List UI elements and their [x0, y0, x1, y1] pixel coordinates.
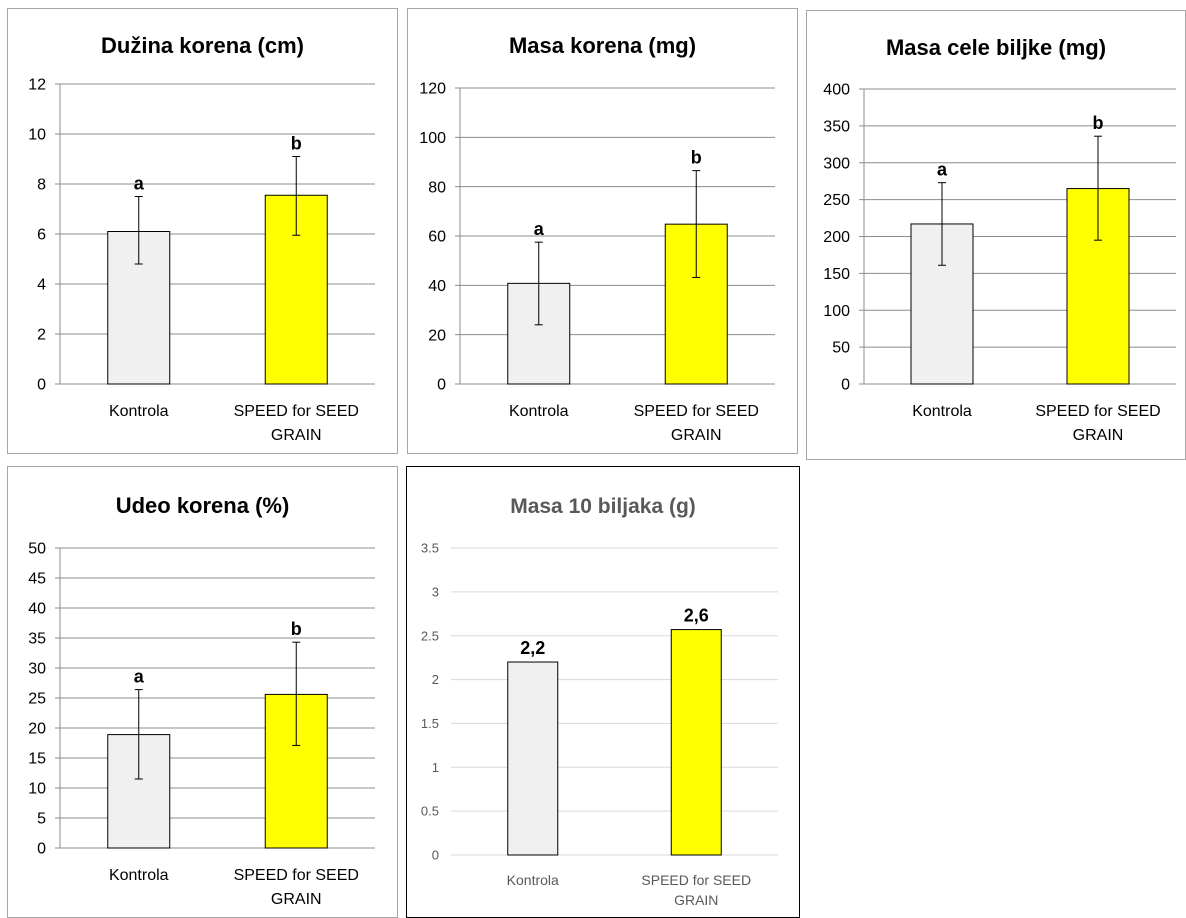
chart-root-length: Dužina korena (cm) 0 2 4 6 8 10 12 a Kontrola b SPE…	[28, 33, 375, 444]
y-tick-label: 25	[28, 691, 46, 708]
chart-mass-10-plants: Masa 10 biljaka (g) 0 0.5 1 1.5 2 2.5 3 3.5 2,2 Ko…	[421, 495, 778, 908]
chart-title: Masa cele biljke (mg)	[886, 35, 1106, 60]
category-label: Kontrola	[507, 872, 559, 888]
y-tick-label: 400	[823, 82, 850, 99]
y-tick-label: 0	[437, 377, 446, 394]
y-tick-label: 60	[428, 229, 446, 246]
chart-title: Udeo korena (%)	[116, 493, 290, 518]
y-tick-label: 0	[37, 841, 46, 858]
y-tick-label: 100	[823, 303, 850, 320]
bar-speed-for-seed-grain	[670, 629, 722, 856]
category-label: SPEED for SEED GRAIN	[634, 403, 759, 444]
chart-panel-root-mass: Masa korena (mg) 0 20 40 60 80 100 120 a Kontrola…	[407, 8, 798, 454]
y-tick-label: 20	[28, 721, 46, 738]
y-tick-label: 8	[37, 177, 46, 194]
y-tick-label: 2.5	[421, 628, 439, 643]
category-label: Kontrola	[109, 403, 169, 420]
y-tick-label: 100	[419, 130, 446, 147]
y-tick-label: 3	[432, 584, 439, 599]
significance-label: b	[291, 619, 302, 639]
y-tick-label: 2	[37, 327, 46, 344]
y-tick-label: 15	[28, 751, 46, 768]
y-tick-label: 6	[37, 227, 46, 244]
significance-label: b	[691, 148, 702, 168]
significance-label: a	[534, 219, 545, 239]
data-label: 2,2	[520, 638, 545, 658]
y-tick-label: 350	[823, 118, 850, 135]
y-tick-label: 5	[37, 811, 46, 828]
y-tick-label: 1.5	[421, 716, 439, 731]
y-tick-label: 1	[432, 760, 439, 775]
chart-root-share: Udeo korena (%) 0 5 10 15 20 25 30 35 40 45 50 a Kont…	[28, 493, 375, 908]
y-tick-label: 40	[428, 278, 446, 295]
y-tick-label: 120	[419, 81, 446, 98]
category-label: SPEED for SEED GRAIN	[234, 867, 359, 908]
y-tick-label: 0	[841, 377, 850, 394]
significance-label: b	[1093, 113, 1104, 133]
y-tick-label: 200	[823, 229, 850, 246]
y-tick-label: 20	[428, 327, 446, 344]
chart-title: Dužina korena (cm)	[101, 33, 304, 58]
y-tick-label: 35	[28, 631, 46, 648]
y-tick-label: 45	[28, 571, 46, 588]
y-tick-label: 30	[28, 661, 46, 678]
category-label: SPEED for SEED GRAIN	[234, 403, 359, 444]
category-label: SPEED for SEED GRAIN	[1035, 403, 1160, 444]
chart-title: Masa korena (mg)	[509, 33, 696, 58]
category-label: Kontrola	[509, 403, 569, 420]
bar-kontrola	[507, 661, 559, 856]
significance-label: a	[937, 160, 948, 180]
y-tick-label: 40	[28, 601, 46, 618]
chart-panel-mass-10-plants: Masa 10 biljaka (g) 0 0.5 1 1.5 2 2.5 3 3.5 2,2 Ko…	[406, 466, 800, 918]
category-label: SPEED for SEED GRAIN	[641, 872, 751, 908]
y-tick-label: 0	[432, 848, 439, 863]
y-tick-label: 250	[823, 192, 850, 209]
y-tick-label: 80	[428, 179, 446, 196]
y-tick-label: 10	[28, 781, 46, 798]
y-tick-label: 300	[823, 155, 850, 172]
chart-root-mass: Masa korena (mg) 0 20 40 60 80 100 120 a Kontrola…	[419, 33, 775, 444]
category-label: Kontrola	[109, 867, 169, 884]
y-tick-label: 2	[432, 672, 439, 687]
significance-label: a	[134, 174, 145, 194]
y-tick-label: 50	[832, 340, 850, 357]
y-tick-label: 0	[37, 377, 46, 394]
y-tick-label: 0.5	[421, 804, 439, 819]
chart-whole-plant-mass: Masa cele biljke (mg) 0 50 100 150 200 250 300 3…	[823, 35, 1176, 444]
chart-title: Masa 10 biljaka (g)	[510, 495, 696, 518]
chart-panel-whole-plant-mass: Masa cele biljke (mg) 0 50 100 150 200 250 300 3…	[806, 10, 1186, 460]
chart-panel-root-length: Dužina korena (cm) 0 2 4 6 8 10 12 a Kontrola b SPE…	[7, 8, 398, 454]
significance-label: b	[291, 134, 302, 154]
category-label: Kontrola	[912, 403, 972, 420]
y-tick-label: 150	[823, 266, 850, 283]
y-tick-label: 10	[28, 127, 46, 144]
significance-label: a	[134, 667, 145, 687]
y-tick-label: 3.5	[421, 541, 439, 556]
y-tick-label: 12	[28, 77, 46, 94]
data-label: 2,6	[684, 606, 709, 626]
y-tick-label: 50	[28, 541, 46, 558]
y-tick-label: 4	[37, 277, 46, 294]
chart-panel-root-share: Udeo korena (%) 0 5 10 15 20 25 30 35 40 45 50 a Kont…	[7, 466, 398, 918]
